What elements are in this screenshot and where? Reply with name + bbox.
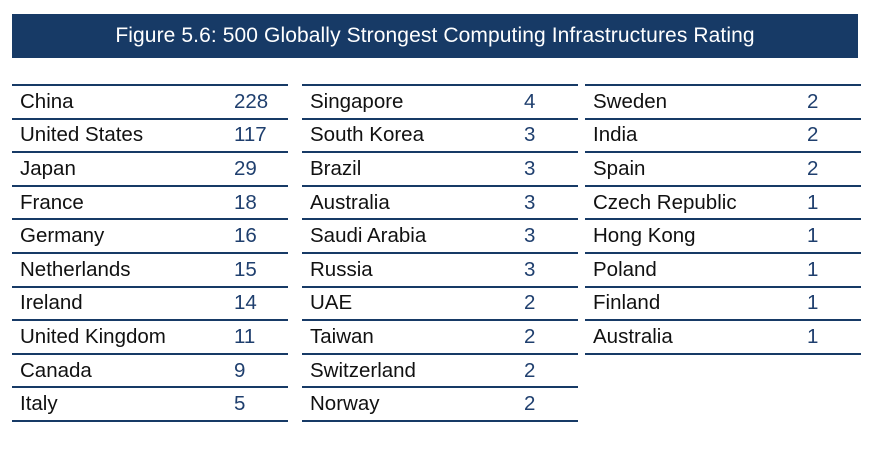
country-count: 228 bbox=[234, 89, 269, 113]
country-name: South Korea bbox=[310, 123, 424, 147]
country-count: 3 bbox=[524, 257, 536, 281]
country-name: Sweden bbox=[593, 89, 668, 113]
table-column-1: China 228 United States 117 Japan 29 France… bbox=[12, 84, 288, 422]
country-count: 14 bbox=[234, 291, 257, 315]
table-row: Spain 2 bbox=[585, 153, 861, 187]
table-row: United States 117 bbox=[12, 120, 288, 154]
table-row: Czech Republic 1 bbox=[585, 187, 861, 221]
country-name: Singapore bbox=[310, 89, 404, 113]
table-column-3: Sweden 2 India 2 Spain 2 Czech Republic 1 Ho… bbox=[585, 84, 861, 355]
country-count: 1 bbox=[807, 190, 819, 214]
table-row: Germany 16 bbox=[12, 220, 288, 254]
country-name: France bbox=[20, 190, 84, 214]
country-count: 29 bbox=[234, 156, 257, 180]
country-name: Netherlands bbox=[20, 257, 131, 281]
table-row: China 228 bbox=[12, 86, 288, 120]
country-name: Switzerland bbox=[310, 358, 416, 382]
table-row: Norway 2 bbox=[302, 388, 578, 422]
country-name: United States bbox=[20, 123, 144, 147]
table-row: Brazil 3 bbox=[302, 153, 578, 187]
table-row: Finland 1 bbox=[585, 288, 861, 322]
table-row: Japan 29 bbox=[12, 153, 288, 187]
country-count: 1 bbox=[807, 224, 819, 248]
country-name: Canada bbox=[20, 358, 92, 382]
country-count: 3 bbox=[524, 224, 536, 248]
table-row: Switzerland 2 bbox=[302, 355, 578, 389]
country-count: 18 bbox=[234, 190, 257, 214]
country-name: Japan bbox=[20, 156, 76, 180]
country-count: 15 bbox=[234, 257, 257, 281]
country-count: 1 bbox=[807, 324, 819, 348]
country-name: Australia bbox=[310, 190, 390, 214]
country-count: 2 bbox=[807, 156, 819, 180]
country-name: Poland bbox=[593, 257, 657, 281]
country-name: Norway bbox=[310, 392, 380, 416]
country-count: 2 bbox=[524, 324, 536, 348]
country-name: Taiwan bbox=[310, 324, 374, 348]
table-row: France 18 bbox=[12, 187, 288, 221]
table-row: Sweden 2 bbox=[585, 86, 861, 120]
country-name: Czech Republic bbox=[593, 190, 737, 214]
country-count: 1 bbox=[807, 257, 819, 281]
country-name: Ireland bbox=[20, 291, 83, 315]
country-count: 1 bbox=[807, 291, 819, 315]
table-row: Poland 1 bbox=[585, 254, 861, 288]
table-row: Saudi Arabia 3 bbox=[302, 220, 578, 254]
table-row: Hong Kong 1 bbox=[585, 220, 861, 254]
table-row: Singapore 4 bbox=[302, 86, 578, 120]
table-row: Netherlands 15 bbox=[12, 254, 288, 288]
country-count: 3 bbox=[524, 123, 536, 147]
table-row: Canada 9 bbox=[12, 355, 288, 389]
table-row: United Kingdom 11 bbox=[12, 321, 288, 355]
country-count: 2 bbox=[524, 291, 536, 315]
table-row: Ireland 14 bbox=[12, 288, 288, 322]
country-count: 2 bbox=[807, 123, 819, 147]
table-row: India 2 bbox=[585, 120, 861, 154]
country-count: 2 bbox=[524, 392, 536, 416]
country-count: 3 bbox=[524, 190, 536, 214]
country-name: Russia bbox=[310, 257, 373, 281]
country-count: 117 bbox=[234, 123, 267, 147]
table-row: Russia 3 bbox=[302, 254, 578, 288]
country-count: 2 bbox=[807, 89, 819, 113]
country-count: 3 bbox=[524, 156, 536, 180]
table-row: Australia 3 bbox=[302, 187, 578, 221]
table-row: Australia 1 bbox=[585, 321, 861, 355]
country-count: 16 bbox=[234, 224, 257, 248]
country-name: Hong Kong bbox=[593, 224, 696, 248]
country-count: 4 bbox=[524, 89, 536, 113]
country-name: China bbox=[20, 89, 74, 113]
figure-title: Figure 5.6: 500 Globally Strongest Compu… bbox=[12, 14, 858, 58]
country-name: Brazil bbox=[310, 156, 362, 180]
country-count: 9 bbox=[234, 358, 246, 382]
country-count: 11 bbox=[234, 324, 256, 348]
country-name: Germany bbox=[20, 224, 105, 248]
table-column-2: Singapore 4 South Korea 3 Brazil 3 Australi… bbox=[302, 84, 578, 422]
country-name: Saudi Arabia bbox=[310, 224, 427, 248]
table-row: Italy 5 bbox=[12, 388, 288, 422]
table-row: UAE 2 bbox=[302, 288, 578, 322]
country-count: 5 bbox=[234, 392, 246, 416]
country-name: Finland bbox=[593, 291, 661, 315]
table-row: Taiwan 2 bbox=[302, 321, 578, 355]
table-row: South Korea 3 bbox=[302, 120, 578, 154]
country-name: Spain bbox=[593, 156, 646, 180]
country-name: India bbox=[593, 123, 638, 147]
country-count: 2 bbox=[524, 358, 536, 382]
country-name: Italy bbox=[20, 392, 58, 416]
country-name: United Kingdom bbox=[20, 324, 166, 348]
country-name: Australia bbox=[593, 324, 673, 348]
country-name: UAE bbox=[310, 291, 353, 315]
